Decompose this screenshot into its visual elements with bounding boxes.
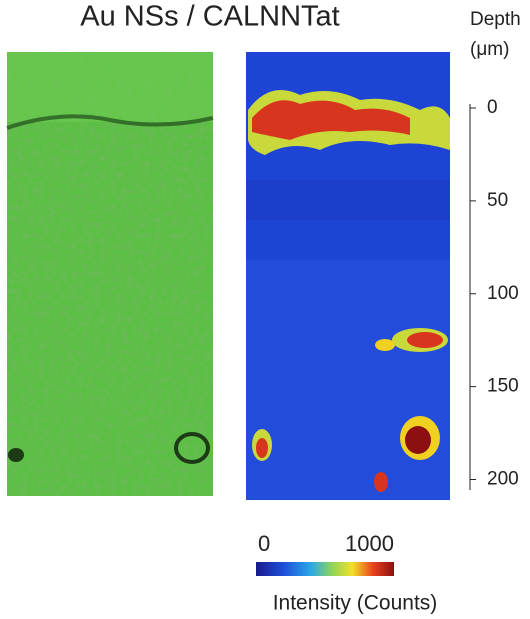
optical-image: [6, 52, 214, 496]
depth-tick-label: 0: [487, 97, 498, 118]
depth-tick-label: 150: [487, 376, 519, 397]
depth-tick-label: 50: [487, 190, 508, 211]
colorbar-tick-label: 0: [258, 531, 270, 556]
colorbar: [256, 562, 394, 576]
depth-axis-label: Depth: [470, 9, 521, 30]
depth-tick-label: 200: [487, 469, 519, 490]
colorbar-tick-label: 1000: [345, 531, 394, 556]
intensity-map: [246, 52, 450, 500]
depth-tick-label: 100: [487, 283, 519, 304]
depth-axis-unit: (μm): [470, 39, 509, 60]
colorbar-label: Intensity (Counts): [273, 592, 438, 615]
figure-title: Au NSs / CALNNTat: [80, 1, 339, 33]
